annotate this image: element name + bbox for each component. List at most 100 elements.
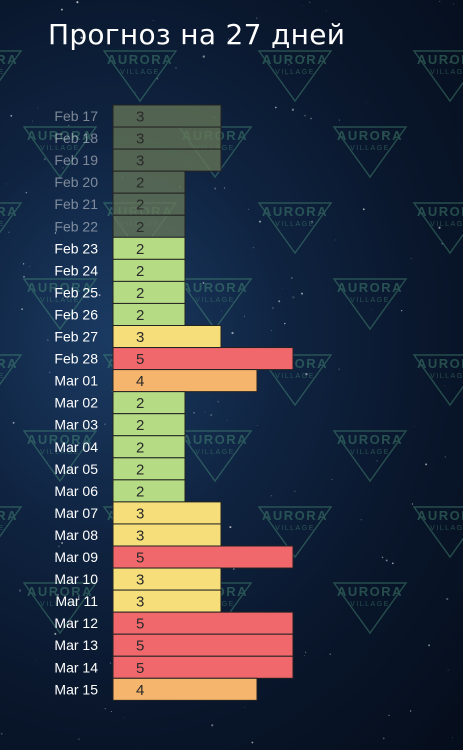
star (85, 227, 87, 229)
watermark-sub: VILLAGE (195, 449, 235, 456)
star (383, 133, 386, 135)
watermark-sub: VILLAGE (275, 373, 315, 380)
watermark-sub: VILLAGE (40, 601, 80, 608)
watermark-triangle-icon (257, 354, 333, 407)
date-label: Mar 01 (54, 373, 98, 389)
date-label: Feb 19 (54, 152, 98, 168)
watermark-sub: VILLAGE (430, 221, 463, 228)
value-label: 2 (136, 395, 144, 412)
watermark-brand: AURORA (182, 432, 248, 447)
watermark-brand: AURORA (0, 204, 18, 219)
watermark-triangle-icon (412, 202, 463, 255)
watermark-sub: VILLAGE (350, 601, 390, 608)
forecast-bar (112, 391, 186, 415)
watermark-triangle-icon (332, 278, 408, 331)
star (302, 5, 304, 7)
star (310, 117, 312, 120)
star (193, 411, 196, 414)
star (46, 339, 49, 342)
date-label: Mar 10 (54, 571, 98, 587)
star (204, 411, 206, 413)
watermark-triangle-icon (177, 430, 253, 483)
star (223, 187, 226, 189)
star (388, 714, 390, 717)
star (282, 287, 283, 289)
star (57, 545, 60, 548)
page-title: Прогноз на 27 дней (48, 18, 346, 51)
star (247, 208, 250, 210)
star (338, 368, 340, 370)
star (391, 562, 394, 565)
star (104, 707, 106, 710)
star (0, 364, 1, 367)
watermark-sub: VILLAGE (430, 373, 463, 380)
value-label: 2 (136, 483, 144, 500)
star (56, 593, 60, 597)
star (35, 660, 37, 662)
star (84, 492, 86, 494)
star (270, 494, 273, 497)
star (61, 542, 63, 544)
star (244, 706, 245, 708)
forecast-bar (112, 192, 186, 216)
value-label: 2 (136, 461, 144, 478)
star (301, 292, 303, 295)
forecast-bar (112, 126, 222, 150)
star (400, 309, 403, 312)
brand-watermark: AURORA VILLAGE (257, 202, 333, 255)
star (211, 724, 214, 727)
star (60, 8, 63, 11)
star (92, 395, 94, 397)
star (76, 1, 79, 4)
date-label: Feb 25 (54, 284, 98, 300)
forecast-bar (112, 258, 186, 282)
star (376, 459, 378, 462)
star (362, 208, 365, 211)
watermark-brand: AURORA (417, 508, 463, 523)
star (175, 67, 177, 69)
value-label: 4 (136, 682, 144, 699)
date-label: Feb 21 (54, 196, 98, 212)
watermark-triangle-icon (22, 126, 98, 179)
value-label: 3 (136, 594, 144, 611)
brand-watermark: AURORA VILLAGE (0, 50, 23, 82)
value-label: 2 (136, 285, 144, 302)
brand-watermark: AURORA VILLAGE (257, 506, 333, 559)
star (32, 120, 34, 122)
date-label: Feb 27 (54, 329, 98, 345)
star (294, 490, 296, 492)
star (371, 308, 372, 310)
star (226, 420, 228, 421)
watermark-brand: AURORA (262, 508, 328, 523)
star (410, 257, 412, 259)
forecast-bar (112, 435, 186, 459)
brand-watermark: AURORA VILLAGE (177, 430, 253, 483)
watermark-triangle-icon (22, 278, 98, 331)
watermark-brand: AURORA (337, 280, 403, 295)
brand-watermark: AURORA VILLAGE (412, 50, 463, 103)
value-label: 5 (136, 550, 144, 567)
star (54, 232, 57, 234)
star (288, 64, 290, 66)
star (381, 556, 384, 559)
star (18, 589, 22, 592)
watermark-brand: AURORA (417, 204, 463, 219)
date-label: Mar 03 (54, 417, 98, 433)
star (23, 276, 25, 278)
brand-watermark: AURORA VILLAGE (22, 278, 98, 331)
star (62, 167, 64, 169)
star (411, 503, 414, 505)
star (452, 3, 454, 5)
watermark-triangle-icon (257, 506, 333, 559)
star (135, 92, 137, 94)
watermark-sub: VILLAGE (40, 145, 80, 152)
star (449, 61, 452, 64)
brand-watermark: AURORA VILLAGE (412, 506, 463, 559)
star (251, 741, 254, 744)
value-label: 5 (136, 638, 144, 655)
star (29, 266, 31, 268)
value-label: 5 (136, 616, 144, 633)
star (156, 77, 159, 80)
star (335, 239, 336, 241)
forecast-bar (112, 589, 222, 613)
